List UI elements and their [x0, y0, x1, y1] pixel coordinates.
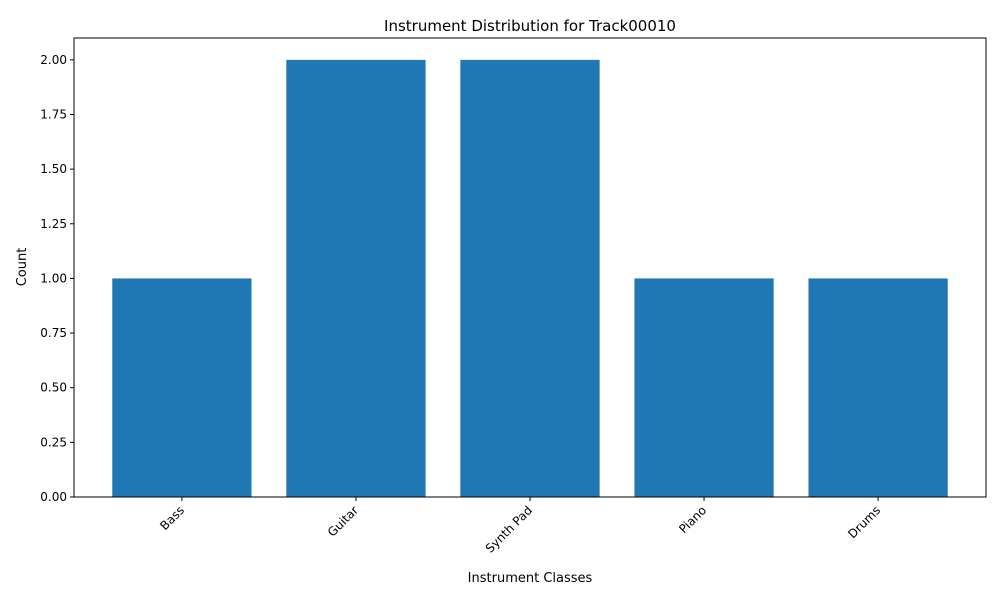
- y-tick-label: 0.75: [40, 326, 67, 340]
- y-tick-label: 1.75: [40, 108, 67, 122]
- y-tick-label: 1.25: [40, 217, 67, 231]
- bar-bass: [112, 278, 252, 497]
- x-axis-label: Instrument Classes: [468, 571, 593, 586]
- bars-layer: [112, 59, 948, 498]
- bar-drums: [808, 278, 948, 497]
- y-tick-label: 0.00: [40, 490, 67, 504]
- y-axis-ticks: 0.00 0.25 0.50 0.75 1.00 1.25 1.50 1.75 2.00: [40, 53, 74, 504]
- y-tick-label: 1.50: [40, 162, 67, 176]
- plot-frame: [73, 37, 987, 498]
- bar-synth-pad: [460, 59, 600, 498]
- x-tick-label: Bass: [157, 503, 187, 533]
- y-tick-label: 0.25: [40, 435, 67, 449]
- y-tick-label: 1.00: [40, 271, 67, 285]
- y-tick-label: 2.00: [40, 53, 67, 67]
- x-tick-label: Synth Pad: [483, 503, 535, 555]
- x-tick-label: Drums: [845, 503, 883, 541]
- x-tick-label: Piano: [676, 503, 709, 536]
- y-tick-label: 0.50: [40, 381, 67, 395]
- bar-piano: [634, 278, 774, 497]
- x-axis-ticks: Bass Guitar Synth Pad Piano Drums: [157, 497, 883, 556]
- bar-guitar: [286, 59, 426, 498]
- y-axis-label: Count: [15, 248, 30, 287]
- chart-title: Instrument Distribution for Track00010: [384, 17, 676, 35]
- x-tick-label: Guitar: [325, 503, 361, 539]
